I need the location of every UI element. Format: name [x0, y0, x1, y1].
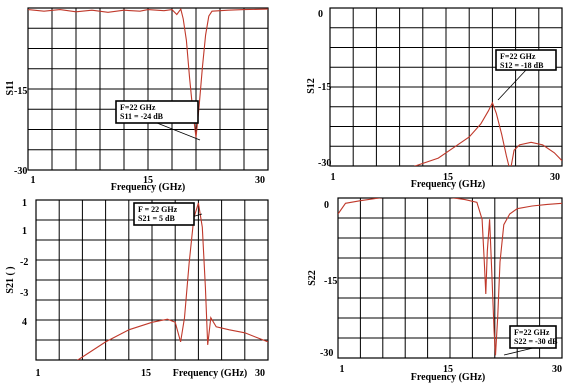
s22-x-tick-label: 15	[443, 364, 453, 375]
s12-annotation-box	[495, 49, 557, 71]
s11-grid	[28, 8, 268, 170]
s22-y-axis-label: S22	[307, 270, 318, 286]
s21-annotation-line2: S21 = 5 dB	[138, 214, 175, 223]
s21-y-tick-label: 1	[22, 226, 27, 237]
s22-y-tick-label: 0	[324, 200, 329, 211]
s21-series-line	[76, 202, 268, 360]
s22-y-tick-label: -30	[320, 348, 333, 359]
s11-x-axis-label: Frequency (GHz)	[111, 182, 186, 193]
s12-y-tick-label: -30	[318, 158, 331, 169]
s12-y-axis-label: S12	[306, 78, 317, 94]
s21-y-tick-label: 1	[22, 198, 27, 209]
s12-y-tick-label: -15	[318, 82, 331, 93]
s21-x-tick-label: 15	[141, 368, 151, 379]
s21-x-axis-label: Frequency (GHz)	[173, 368, 248, 379]
s11-plot-frame	[27, 7, 269, 171]
s11-series-line	[28, 8, 268, 138]
s12-x-tick-label: 15	[443, 172, 453, 183]
s22-y-tick-label: -15	[324, 276, 337, 287]
s11-annotation-leader	[156, 122, 201, 141]
s21-grid	[36, 200, 268, 360]
s12-y-tick-label: 0	[318, 9, 323, 20]
s11-panel: 1 15 30 -15 -30 Frequency (GHz) S11 F=22 GHzS11…	[5, 7, 269, 193]
s11-y-tick-label: -15	[14, 86, 27, 97]
s22-annotation-line1: F=22 GHz	[514, 328, 550, 337]
s12-grid	[330, 8, 562, 166]
s12-annotation-line2: S12 = -18 dB	[500, 61, 544, 70]
s22-x-tick-label: 30	[552, 364, 562, 375]
s12-x-tick-label: 1	[331, 172, 336, 183]
s11-y-axis-label: S11	[5, 80, 16, 95]
s22-annotation-line2: S22 = -30 dB	[514, 337, 558, 346]
s22-annotation-box	[509, 325, 557, 349]
s21-panel: 1 15 30 1 1 -2 -3 4 Frequency (GHz) S21 ( ) F = 22…	[5, 198, 269, 379]
s12-annotation-line1: F=22 GHz	[500, 52, 536, 61]
s12-x-axis-label: Frequency (GHz)	[411, 179, 486, 190]
s12-panel: 1 15 30 0 -15 -30 Frequency (GHz) S12 F=22 GHzS1…	[306, 7, 563, 190]
s12-annotation-leader	[497, 69, 527, 101]
s22-annotation-leader	[503, 347, 534, 356]
s11-annotation-line2: S11 = -24 dB	[120, 112, 164, 121]
s21-y-tick-label: 4	[22, 317, 27, 328]
s12-series-line	[413, 101, 562, 166]
s11-annotation-box	[115, 100, 199, 124]
s21-x-tick-label: 30	[255, 368, 265, 379]
s22-panel: 1 15 30 0 -15 -30 Frequency (GHz) S22 F=22 GHzS2…	[307, 197, 563, 383]
s22-x-axis-label: Frequency (GHz)	[411, 372, 486, 383]
s12-x-tick-label: 30	[550, 172, 560, 183]
s11-x-tick-label: 1	[31, 175, 36, 186]
s21-y-tick-label: -3	[20, 288, 28, 299]
s11-y-tick-label: -30	[14, 166, 27, 177]
s12-plot-frame	[329, 7, 563, 167]
s21-y-axis-label: S21 ( )	[5, 266, 16, 293]
s22-x-tick-label: 1	[340, 364, 345, 375]
s21-annotation-box	[133, 202, 195, 226]
s21-y-tick-label: -2	[20, 257, 28, 268]
s11-x-tick-label: 30	[255, 175, 265, 186]
s11-annotation-line1: F=22 GHz	[120, 103, 156, 112]
s22-series-line	[338, 198, 562, 356]
s11-x-tick-label: 15	[143, 175, 153, 186]
s21-annotation-line1: F = 22 GHz	[138, 205, 178, 214]
s21-x-tick-label: 1	[36, 368, 41, 379]
s21-plot-frame	[35, 199, 269, 361]
